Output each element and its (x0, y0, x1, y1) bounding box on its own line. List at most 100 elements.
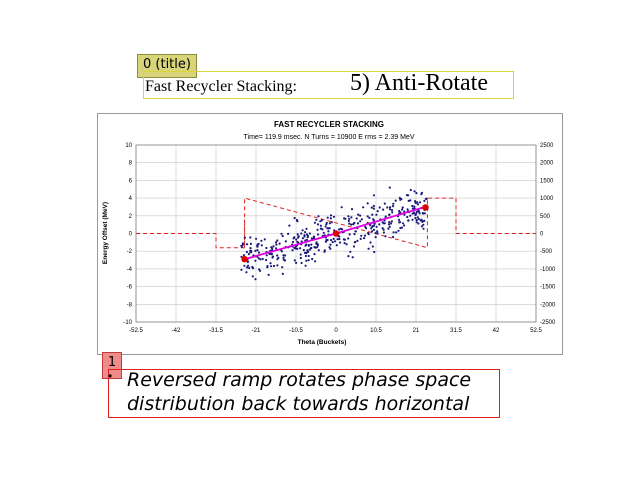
scatter-point (326, 216, 329, 219)
scatter-point (332, 215, 336, 218)
scatter-point (283, 254, 287, 257)
scatter-point (315, 241, 318, 244)
y-axis-label: Energy Offset (MeV) (102, 202, 109, 264)
scatter-point (363, 237, 366, 240)
y2-tick-label: -2500 (540, 320, 556, 326)
y-tick-label: -10 (123, 320, 132, 326)
scatter-point (382, 208, 385, 211)
scatter-point (317, 249, 320, 252)
scatter-point (296, 233, 299, 236)
scatter-point (353, 241, 356, 244)
scatter-point (390, 209, 394, 212)
y2-tick-label: 1500 (540, 178, 554, 184)
scatter-point (256, 249, 259, 252)
scatter-point (406, 208, 409, 211)
scatter-point (305, 243, 308, 246)
scatter-point (389, 206, 392, 209)
y2-tick-label: -1500 (540, 285, 556, 291)
scatter-point (275, 247, 278, 250)
scatter-point (401, 208, 404, 211)
scatter-point (250, 249, 253, 252)
body-region-box (108, 369, 500, 418)
scatter-point (300, 261, 303, 265)
scatter-point (413, 205, 416, 208)
scatter-point (247, 264, 250, 267)
scatter-point (319, 220, 322, 223)
scatter-point (378, 223, 381, 226)
scatter-point (414, 217, 417, 220)
scatter-point (420, 193, 423, 196)
scatter-point (248, 266, 251, 270)
y-tick-label: 8 (129, 161, 133, 167)
scatter-point (388, 221, 391, 224)
scatter-point (400, 226, 403, 229)
scatter-point (304, 254, 307, 258)
scatter-point (265, 258, 268, 262)
scatter-point (269, 262, 272, 265)
scatter-point (372, 194, 376, 197)
scatter-point (344, 217, 347, 220)
scatter-point (329, 243, 332, 246)
scatter-point (347, 219, 350, 222)
title-region-box (143, 71, 514, 99)
scatter-point (422, 223, 425, 226)
scatter-point (242, 254, 246, 257)
scatter-point (308, 248, 311, 251)
scatter-point (310, 243, 313, 246)
y2-tick-label: 1000 (540, 196, 554, 202)
scatter-point (398, 221, 401, 224)
scatter-point (324, 240, 328, 243)
scatter-point (391, 211, 394, 214)
scatter-point (310, 246, 313, 250)
scatter-point (241, 243, 245, 246)
x-tick-label: 31.5 (450, 328, 462, 334)
scatter-point (388, 208, 392, 211)
scatter-point (308, 232, 311, 235)
x-tick-label: -10.5 (289, 328, 303, 334)
scatter-point (406, 215, 409, 219)
scatter-point (305, 233, 309, 236)
scatter-point (304, 264, 307, 267)
scatter-point (311, 257, 314, 261)
envelope-path (136, 197, 536, 249)
scatter-point (376, 232, 379, 235)
scatter-point (313, 253, 316, 256)
scatter-point (293, 259, 296, 262)
scatter-point (254, 278, 257, 281)
scatter-point (293, 216, 296, 220)
scatter-point (312, 235, 316, 238)
scatter-point (299, 256, 302, 260)
scatter-point (291, 249, 294, 252)
scatter-point (302, 248, 305, 252)
scatter-point (335, 244, 338, 247)
scatter-point (294, 247, 297, 250)
x-tick-label: 42 (493, 328, 500, 334)
scatter-point (355, 217, 358, 220)
scatter-point (347, 237, 350, 240)
scatter-point (336, 238, 339, 241)
scatter-point (304, 231, 307, 234)
scatter-point (357, 213, 360, 216)
scatter-point (317, 215, 320, 218)
y-tick-label: -4 (127, 267, 133, 273)
scatter-point (351, 256, 354, 259)
scatter-point (375, 213, 378, 216)
scatter-point (349, 250, 352, 253)
scatter-point (411, 218, 414, 221)
scatter-point (263, 238, 266, 241)
scatter-point (394, 199, 397, 202)
x-tick-label: -52.5 (129, 328, 143, 334)
scatter-point (292, 237, 295, 240)
scatter-point (422, 212, 425, 215)
scatter-point (329, 214, 333, 217)
scatter-point (257, 251, 261, 254)
scatter-point (366, 215, 369, 218)
scatter-point (409, 199, 412, 202)
scatter-point (271, 255, 275, 258)
scatter-point (322, 231, 325, 234)
scatter-point (276, 254, 279, 257)
scatter-point (324, 225, 327, 228)
y2-tick-label: 500 (540, 214, 551, 220)
scatter-point (411, 207, 414, 210)
scatter-point (260, 244, 263, 247)
